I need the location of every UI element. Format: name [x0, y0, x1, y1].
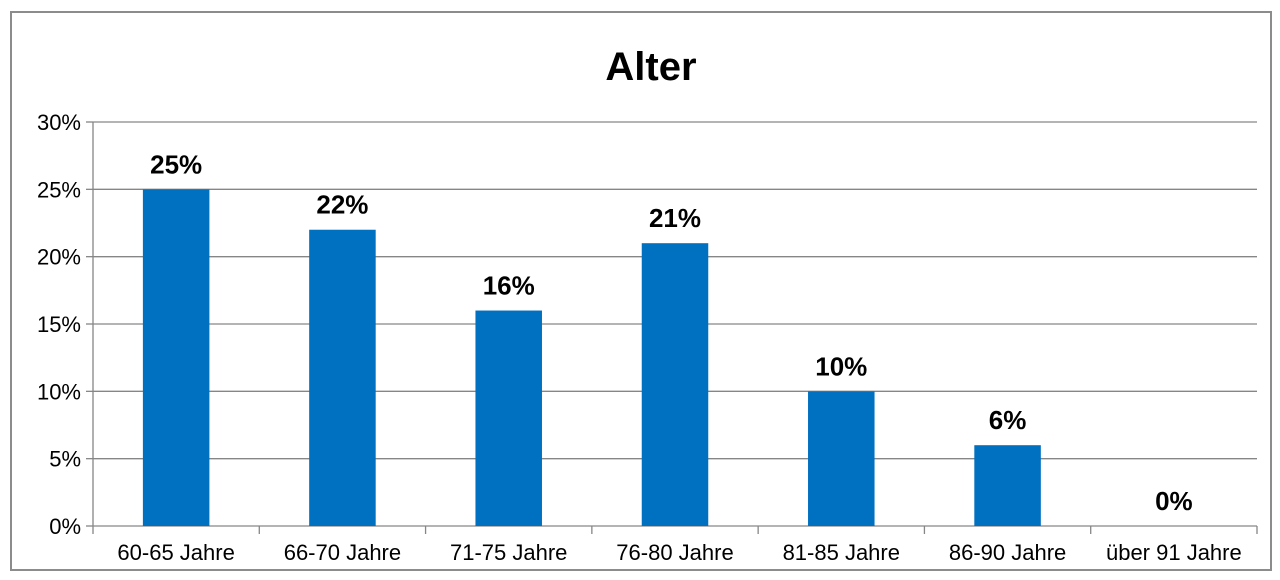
- x-tick-label: über 91 Jahre: [1106, 540, 1242, 565]
- x-tick-label: 66-70 Jahre: [284, 540, 401, 565]
- y-tick-label: 20%: [37, 245, 81, 270]
- x-tick-label: 86-90 Jahre: [949, 540, 1066, 565]
- chart-frame: [10, 11, 1272, 571]
- bar: [309, 229, 376, 526]
- y-tick-label: 30%: [37, 110, 81, 135]
- data-label: 10%: [815, 351, 867, 381]
- data-label: 25%: [150, 149, 202, 179]
- data-label: 22%: [316, 190, 368, 220]
- data-label: 16%: [483, 271, 535, 301]
- data-label: 0%: [1155, 486, 1193, 516]
- data-label: 6%: [989, 405, 1027, 435]
- bars: [142, 189, 1041, 527]
- y-tick-label: 25%: [37, 177, 81, 202]
- chart-title: Alter: [605, 45, 696, 89]
- bar: [142, 189, 210, 527]
- x-tick-label: 60-65 Jahre: [117, 540, 234, 565]
- x-tick-label: 76-80 Jahre: [616, 540, 733, 565]
- bar: [475, 310, 542, 526]
- bar: [808, 391, 875, 526]
- labels: 0% 5% 10% 15% 20% 25% 30% 25% 60-65 Jahre 22% 66-7…: [37, 110, 1242, 565]
- bar: [641, 243, 709, 526]
- y-tick-label: 0%: [49, 514, 81, 539]
- bar: [974, 445, 1041, 526]
- x-tick-label: 81-85 Jahre: [783, 540, 900, 565]
- y-tick-label: 10%: [37, 379, 81, 404]
- y-tick-label: 15%: [37, 312, 81, 337]
- data-label: 21%: [649, 203, 701, 233]
- y-tick-label: 5%: [49, 447, 81, 472]
- gridlines: [93, 121, 1257, 460]
- x-tick-label: 71-75 Jahre: [450, 540, 567, 565]
